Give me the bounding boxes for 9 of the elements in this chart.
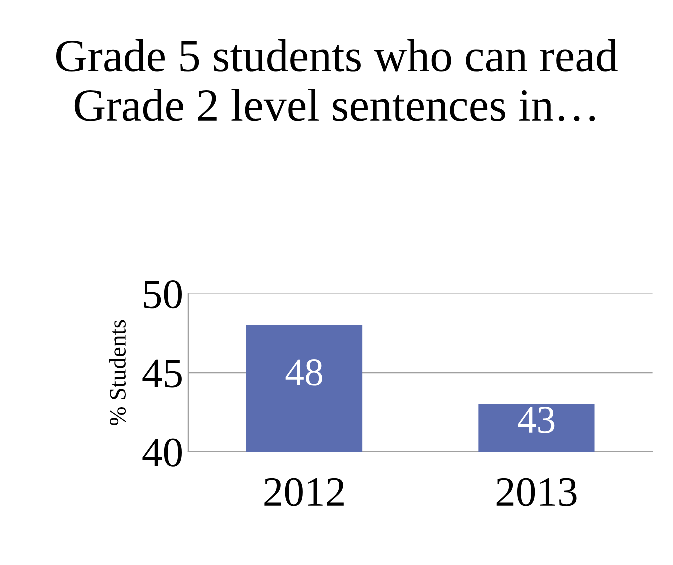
y-tick-label: 40 (142, 438, 182, 467)
chart-title: Grade 5 students who can read Grade 2 level sentences in… (56, 40, 618, 122)
x-tick-label: 2013 (496, 478, 577, 506)
y-tick-label: 50 (144, 280, 182, 309)
data-label: 48 (286, 360, 322, 386)
x-tick-label: 2012 (264, 478, 344, 506)
y-axis-title: % Students (109, 320, 126, 426)
data-label: 43 (518, 407, 555, 434)
y-tick-label: 45 (142, 360, 182, 388)
